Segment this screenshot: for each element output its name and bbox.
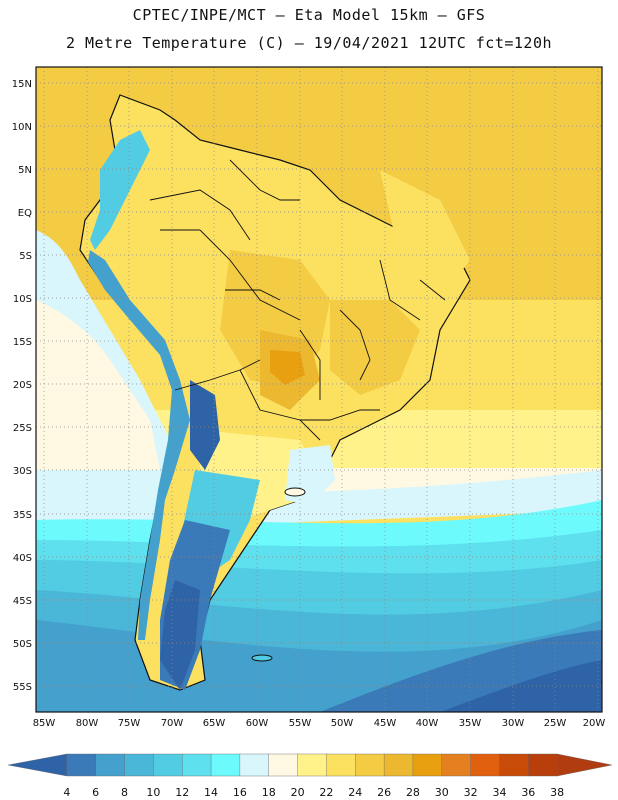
colorbar-swatch [268,753,299,777]
lon-label: 20W [583,718,606,729]
lon-label: 25W [544,718,567,729]
colorbar-tick-label: 30 [435,786,449,799]
colorbar-tick-label: 18 [262,786,276,799]
colorbar-swatch [124,753,155,777]
colorbar-tick-label: 20 [291,786,305,799]
colorbar-swatch [326,753,356,777]
lat-label: 35S [13,510,32,521]
colorbar-swatch [182,753,212,777]
colorbar-swatch [441,753,472,777]
colorbar-swatch [412,753,443,777]
lat-label: 40S [13,553,32,564]
colorbar-tick-label: 26 [377,786,391,799]
colorbar-swatch [297,753,328,777]
colorbar-tick-label: 38 [550,786,564,799]
lat-label: 55S [13,682,32,693]
lon-label: 45W [374,718,397,729]
colorbar-swatch [7,753,68,777]
colorbar-swatch [95,753,126,777]
colorbar-swatch [239,753,270,777]
colorbar-tick-label: 16 [233,786,247,799]
lon-label: 75W [118,718,141,729]
colorbar-swatch [355,753,385,777]
lat-label: 25S [13,423,32,434]
lon-label: 65W [203,718,226,729]
latitude-labels: 15N 10N 5N EQ 5S 10S 15S 20S 25S 30S 35S… [12,79,32,693]
lon-label: 80W [76,718,99,729]
map-frame [35,66,603,713]
title-line-1: CPTEC/INPE/MCT – Eta Model 15km – GFS [132,6,486,24]
colorbar-tick-label: 22 [319,786,333,799]
lat-label: 15N [12,79,32,90]
title-line-2: 2 Metre Temperature (C) – 19/04/2021 12U… [65,34,553,52]
colorbar-tick-label: 8 [121,786,128,799]
islands [251,487,306,662]
lat-label: 10N [12,122,32,133]
lon-label: 85W [33,718,56,729]
colorbar-tick-label: 6 [92,786,99,799]
colorbar: 4 6 8 10 12 14 16 18 20 22 24 26 28 30 32 34 36 38 [7,753,613,799]
lon-label: 60W [246,718,269,729]
lon-label: 35W [459,718,482,729]
colorbar-tick-label: 10 [146,786,160,799]
lat-label: 10S [13,294,32,305]
colorbar-tick-label: 12 [175,786,189,799]
colorbar-swatch [556,753,613,777]
lat-label: 30S [13,466,32,477]
lat-label: 5S [19,251,32,262]
lat-label: 5N [18,165,32,176]
colorbar-tick-label: 28 [406,786,420,799]
colorbar-swatch [383,753,414,777]
lat-label: 45S [13,596,32,607]
colorbar-tick-label: 32 [464,786,478,799]
colorbar-tick-label: 36 [521,786,535,799]
colorbar-swatch [153,753,183,777]
lat-label: 15S [13,337,32,348]
lon-label: 50W [331,718,354,729]
colorbar-tick-label: 34 [492,786,506,799]
lon-label: 40W [416,718,439,729]
colorbar-swatch [470,753,501,777]
lat-label: 20S [13,380,32,391]
country-borders [149,159,446,441]
colorbar-tick-label: 4 [63,786,70,799]
colorbar-swatch [528,753,558,777]
colorbar-swatch [499,753,530,777]
colorbar-tick-label: 24 [348,786,362,799]
lat-label: 50S [13,639,32,650]
temperature-field [36,67,602,712]
colorbar-swatch [66,753,97,777]
colorbar-swatch [210,753,241,777]
longitude-labels: 85W 80W 75W 70W 65W 60W 55W 50W 45W 40W … [33,718,606,729]
colorbar-tick-label: 14 [204,786,218,799]
lon-label: 55W [289,718,312,729]
lat-label: EQ [18,208,32,219]
lon-label: 70W [161,718,184,729]
lon-label: 30W [502,718,525,729]
